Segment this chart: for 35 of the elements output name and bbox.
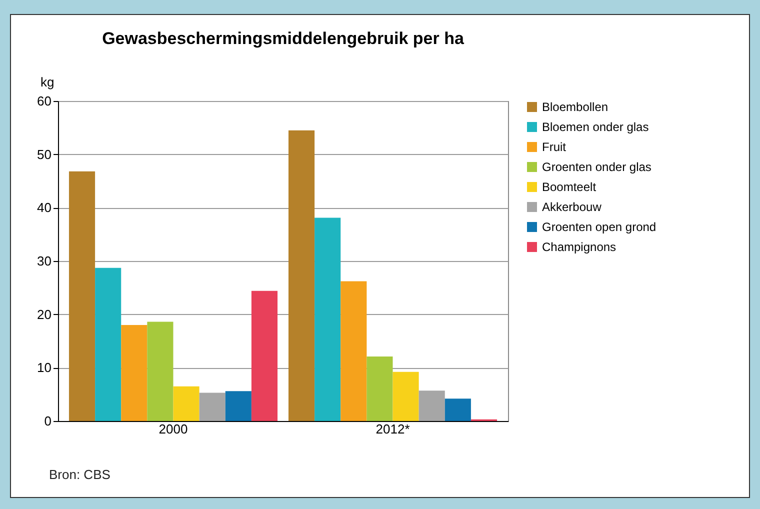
legend-label: Bloemen onder glas (542, 120, 649, 134)
legend-label: Bloembollen (542, 100, 608, 114)
chart-title: Gewasbeschermingsmiddelengebruik per ha (102, 29, 464, 48)
bar (251, 290, 278, 421)
legend-label: Boomteelt (542, 180, 597, 194)
text: Bron: CBS (49, 467, 110, 482)
bar (121, 325, 148, 421)
bar (392, 372, 419, 421)
bar (68, 171, 96, 421)
y-tick-label: 0 (44, 414, 52, 428)
bar (366, 356, 393, 421)
bar (147, 322, 174, 421)
y-tick-label: 30 (37, 254, 52, 268)
y-tick-label: 60 (37, 94, 52, 108)
y-axis-title: kg (40, 74, 54, 90)
bar (418, 390, 445, 421)
x-tick-label: 2000 (158, 422, 188, 436)
legend-label: Akkerbouw (542, 200, 602, 214)
bar (225, 391, 252, 421)
y-tick-label: 20 (37, 306, 52, 322)
y-tick-label: 50 (37, 146, 52, 162)
legend-label: Fruit (542, 140, 567, 154)
bar (199, 392, 226, 421)
legend-label: Groenten onder glas (542, 160, 652, 174)
y-tick-label: 10 (37, 360, 52, 376)
bar (340, 281, 367, 421)
x-tick-label: 2012* (376, 422, 410, 436)
legend-label: Groenten open grond (542, 220, 656, 234)
bar (444, 398, 471, 421)
y-tick-label: 40 (37, 200, 52, 216)
bar (95, 268, 122, 421)
bar (288, 130, 315, 421)
bar (314, 218, 341, 421)
bar (173, 386, 200, 421)
legend-label: Champignons (542, 240, 616, 254)
